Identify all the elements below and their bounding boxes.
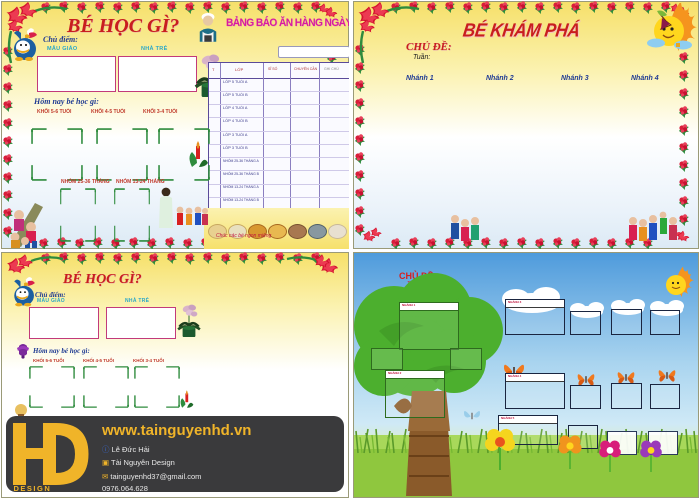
svg-text:DESIGN: DESIGN	[14, 484, 52, 492]
